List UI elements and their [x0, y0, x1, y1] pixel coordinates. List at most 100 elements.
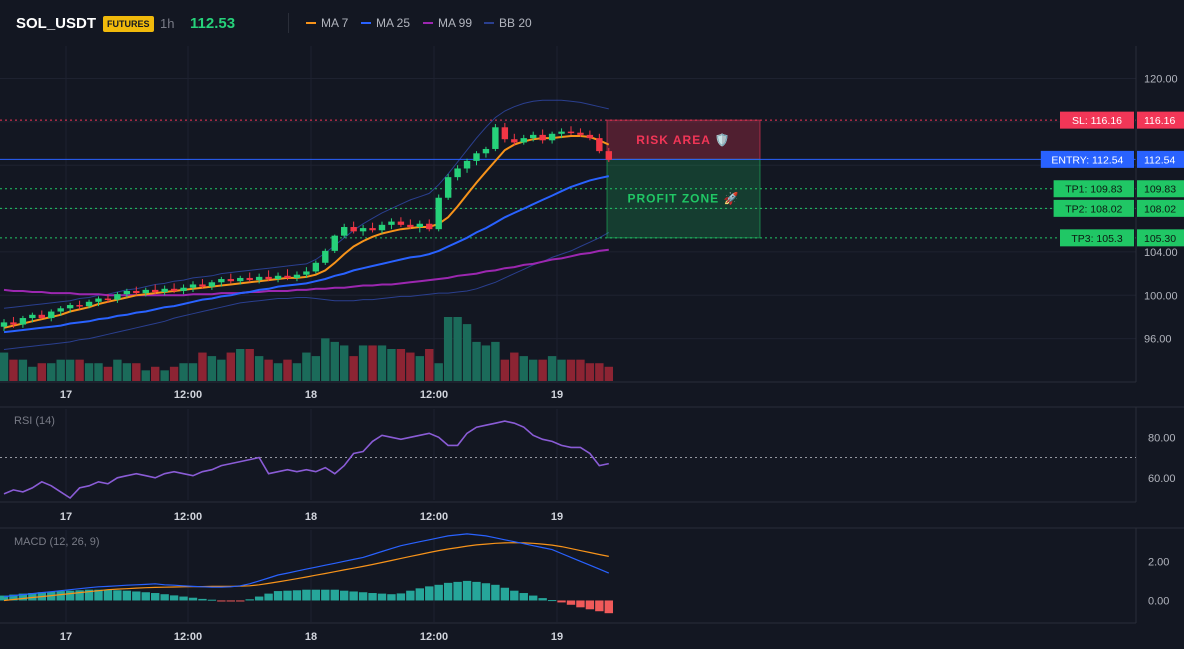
volume-bar	[453, 317, 462, 381]
candle-body	[378, 224, 386, 231]
macd-hist-bar	[56, 591, 65, 601]
macd-hist-bar	[302, 589, 311, 601]
macd-hist-bar	[75, 590, 84, 601]
macd-hist-bar	[529, 595, 538, 601]
volume-bar	[585, 363, 595, 381]
macd-hist-bar	[179, 596, 188, 601]
y-tick-rsi: 80.00	[1148, 432, 1176, 444]
macd-hist-bar	[387, 594, 396, 601]
candle-body	[170, 288, 178, 291]
legend-ma99[interactable]: MA 99	[423, 16, 472, 30]
volume-bar	[113, 359, 122, 381]
volume-bar	[207, 356, 217, 381]
macd-hist-bar	[557, 600, 566, 603]
candlesticks[interactable]	[0, 122, 612, 332]
macd-hist-bar	[538, 598, 547, 601]
level-tag-entry: ENTRY: 112.54	[1051, 154, 1123, 166]
candle-body	[152, 289, 159, 293]
profit-zone-label: PROFIT ZONE 🚀	[628, 192, 740, 206]
candle-body	[548, 133, 556, 141]
candle-body	[482, 148, 490, 154]
candle-body	[142, 289, 149, 294]
macd-hist-bar	[264, 593, 273, 601]
candle-body	[303, 271, 310, 275]
level-tag-sl: SL: 116.16	[1072, 115, 1122, 127]
symbol-name[interactable]: SOL_USDT	[16, 15, 97, 32]
macd-hist-bar	[585, 600, 595, 610]
macd-hist-bar	[273, 591, 283, 601]
volume-bar	[169, 366, 179, 381]
volume-bar	[292, 363, 302, 381]
x-tick: 12:00	[174, 389, 202, 401]
candle-body	[133, 290, 140, 294]
volume-bar	[151, 366, 160, 381]
axis-price-tp: 105.30	[1144, 233, 1176, 245]
axis-price-sl: 116.16	[1144, 115, 1175, 127]
volume-bar	[557, 359, 566, 381]
candle-body	[388, 221, 395, 225]
volume-bar	[368, 345, 377, 381]
volume-bar	[472, 341, 481, 381]
candle-body	[407, 224, 414, 228]
candle-body	[76, 305, 83, 307]
rsi-line	[3, 420, 609, 500]
candle-body	[57, 308, 64, 312]
volume-bar	[396, 349, 406, 381]
volume-bar	[273, 363, 283, 381]
risk-area-label: RISK AREA 🛡️	[636, 133, 730, 147]
candle-body	[454, 168, 461, 178]
candle-body	[567, 131, 575, 134]
x-tick: 12:00	[174, 511, 202, 523]
candle-body	[596, 138, 603, 152]
legend-ma25[interactable]: MA 25	[361, 16, 410, 30]
volume-bar	[547, 356, 557, 381]
macd-hist-bar	[340, 590, 349, 601]
macd-hist-bar	[254, 596, 264, 601]
macd-hist-bar	[510, 590, 519, 601]
candle-body	[29, 314, 36, 319]
volume-bar	[481, 345, 491, 381]
timeframe-selector[interactable]: 1h	[160, 16, 175, 31]
macd-hist-bar	[151, 593, 160, 601]
candle-body	[341, 227, 348, 236]
legend-ma7[interactable]: MA 7	[306, 16, 348, 30]
candle-body	[255, 276, 263, 281]
volume-bar	[226, 352, 235, 381]
candle-body	[114, 294, 121, 300]
candle-body	[511, 139, 518, 143]
level-tag-bg	[1060, 111, 1134, 129]
candle-body	[350, 227, 357, 232]
volume-bar	[94, 363, 103, 381]
y-tick-main: 104.00	[1144, 247, 1178, 259]
macd-hist-bar	[576, 600, 585, 608]
axis-price-tp: 109.83	[1144, 184, 1176, 196]
bb-lower-line	[3, 231, 610, 350]
volume-bar	[576, 359, 585, 381]
volume-bar	[37, 363, 46, 381]
grid-lines	[0, 46, 1136, 382]
volume-bar	[28, 366, 37, 381]
candle-body	[208, 282, 216, 287]
volume-bar	[236, 349, 245, 381]
macd-hist-bar	[198, 598, 207, 601]
trade-zones: RISK AREA 🛡️ PROFIT ZONE 🚀	[606, 119, 761, 239]
level-tag-bg	[1053, 180, 1134, 198]
candle-body	[284, 275, 291, 278]
volume-bar	[604, 366, 613, 381]
volume-bar	[462, 324, 472, 381]
candle-body	[19, 318, 27, 325]
macd-hist-bar	[330, 589, 339, 601]
macd-hist-bar	[311, 589, 321, 601]
legend-bb20[interactable]: BB 20	[484, 16, 532, 30]
chart-header: SOL_USDT FUTURES 1h 112.53 MA 7 MA 25 MA…	[0, 0, 1184, 46]
rsi-pane: 80.00 60.00	[0, 409, 1176, 500]
axis-price-entry: 112.54	[1144, 154, 1175, 166]
volume-bar	[510, 352, 519, 381]
candle-body	[237, 277, 244, 282]
macd-hist-bar	[65, 590, 75, 601]
volume-bar	[179, 363, 188, 381]
macd-hist-bar	[377, 593, 387, 601]
macd-hist-bar	[481, 583, 491, 601]
candle-body	[180, 287, 187, 291]
